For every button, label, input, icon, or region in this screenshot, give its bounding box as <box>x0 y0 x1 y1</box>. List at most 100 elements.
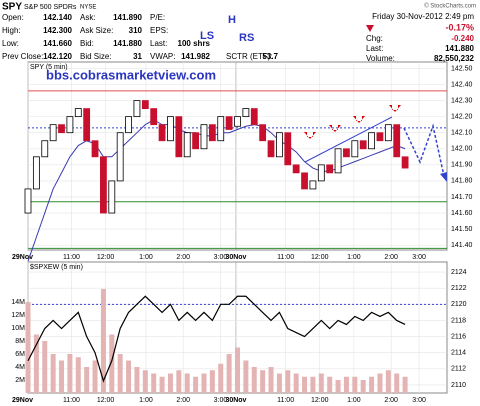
field-value: 141.890 <box>113 13 142 22</box>
red-arrow <box>389 105 401 112</box>
volume-bar <box>201 373 207 393</box>
watermark: bbs.cobrasmarketview.com <box>46 67 216 82</box>
y-tick-label: 142.50 <box>451 65 473 72</box>
x-tick-label: 12:00 <box>311 254 329 261</box>
volume-bar <box>75 357 81 393</box>
volume-bar <box>335 379 341 393</box>
candle <box>74 108 82 118</box>
candle <box>384 124 392 142</box>
candle <box>158 124 166 142</box>
field-value: 310 <box>129 26 143 35</box>
field-label: High: <box>2 26 21 35</box>
y-tick-label: 14M <box>11 299 25 306</box>
field-label: Bid: <box>80 39 94 48</box>
volume-bar <box>327 376 333 393</box>
volume-bar <box>109 334 115 393</box>
y-tick-label: 141.70 <box>451 194 473 201</box>
candle <box>401 156 409 169</box>
x-tick-label: 12:00 <box>311 397 329 404</box>
candle <box>267 140 275 158</box>
candle <box>292 164 300 174</box>
y-tick-label: 141.80 <box>451 178 473 185</box>
volume-bar <box>394 373 400 393</box>
volume-bar <box>142 370 148 393</box>
candle <box>192 132 200 150</box>
volume-bar <box>402 376 408 393</box>
candle <box>49 124 57 142</box>
pattern-label: H <box>228 14 236 26</box>
field-label: Volume: <box>366 54 395 63</box>
volume-bar <box>84 366 90 393</box>
volume-bar <box>285 370 291 393</box>
projection <box>403 123 445 177</box>
field-value: 53.7 <box>262 52 278 61</box>
volume-bar <box>33 334 39 393</box>
y2-tick-label: 2110 <box>451 382 466 389</box>
volume-bar <box>251 366 257 393</box>
candle <box>284 132 292 166</box>
candle <box>309 180 317 190</box>
field-value: 141.982 <box>181 52 210 61</box>
down-triangle <box>366 25 374 32</box>
candle <box>83 108 91 142</box>
candle <box>133 100 141 118</box>
exchange: NYSE <box>80 5 96 11</box>
volume-bar <box>100 288 106 393</box>
x-tick-label: 3:00 <box>412 254 426 261</box>
x-tick-label: 1:00 <box>347 254 361 261</box>
candle <box>41 140 49 158</box>
candle <box>91 140 99 158</box>
candle <box>108 180 116 214</box>
volume-bar <box>302 376 308 393</box>
volume-bar <box>218 363 224 393</box>
y-tick-label: 141.50 <box>451 226 473 233</box>
volume-bar <box>159 376 165 393</box>
pattern-drawing <box>304 105 447 182</box>
volume-bar <box>260 370 266 393</box>
red-arrow <box>329 125 341 132</box>
y2-tick-label: 2124 <box>451 269 467 276</box>
candle <box>250 108 258 126</box>
symbol-name: S&P 500 SPDRs <box>24 4 77 11</box>
x-tick-label: 2:00 <box>384 254 398 261</box>
x-tick-label: 1:00 <box>347 397 361 404</box>
candle <box>208 124 216 142</box>
candle <box>334 148 342 174</box>
volume-bar <box>369 376 375 393</box>
volume-bar <box>92 360 98 393</box>
candle <box>150 108 158 126</box>
volume-bar <box>318 373 324 393</box>
x-tick-label: 1:00 <box>139 254 153 261</box>
y-tick-label: 141.40 <box>451 242 473 249</box>
y-tick-label: 2M <box>15 377 25 384</box>
candle <box>234 116 241 127</box>
pattern-label: RS <box>239 32 254 44</box>
y-tick-label: 8M <box>15 338 25 345</box>
y-tick-label: 10M <box>11 325 25 332</box>
candle <box>359 140 367 150</box>
x-tick-label: 2:00 <box>176 254 190 261</box>
x-tick-label: 3:00 <box>214 254 228 261</box>
field-label: Prev Close: <box>2 52 43 61</box>
symbol: SPY <box>2 2 22 13</box>
candle <box>116 132 124 182</box>
field-label: Open: <box>2 13 24 22</box>
x-tick-label: 2:00 <box>384 397 398 404</box>
red-arrow <box>304 132 316 139</box>
y2-tick-label: 2118 <box>451 317 466 324</box>
volume-bar <box>235 347 240 393</box>
field-label: Chg: <box>366 34 383 43</box>
volume-bar <box>67 353 73 393</box>
field-value: 141.880 <box>445 44 474 53</box>
field-label: Last: <box>366 44 383 53</box>
volume-bar <box>360 379 366 393</box>
candle <box>217 116 225 142</box>
field-value: 142.120 <box>43 52 72 61</box>
candle <box>200 124 208 150</box>
volume-bar <box>310 376 316 393</box>
pct-change: -0.17% <box>445 22 474 32</box>
moving-average <box>27 119 406 262</box>
field-label: Low: <box>2 39 19 48</box>
field-value: -0.240 <box>451 34 474 43</box>
volume-bar <box>25 301 31 393</box>
